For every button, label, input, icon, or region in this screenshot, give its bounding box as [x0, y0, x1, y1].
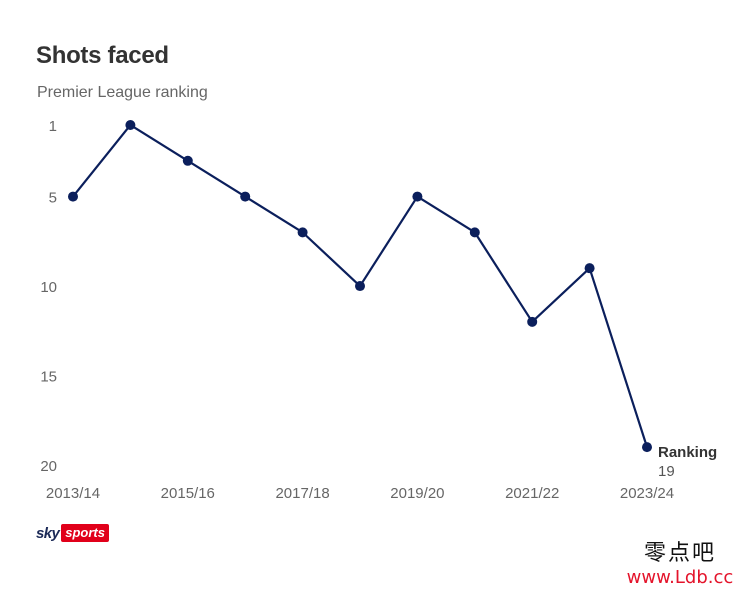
data-point [527, 316, 538, 327]
series-ranking [68, 120, 652, 453]
logo-sky-text: sky [36, 524, 60, 542]
x-tick-label: 2017/18 [275, 485, 329, 502]
data-point [412, 191, 423, 202]
x-axis-ticks: 2013/14 2015/16 2017/18 2019/20 2021/22 2023/… [46, 485, 674, 502]
data-point [240, 191, 251, 202]
sky-sports-logo: sky sports [36, 524, 109, 542]
y-tick-label: 20 [40, 458, 57, 475]
chart-subtitle: Premier League ranking [37, 84, 208, 101]
x-tick-label: 2015/16 [161, 485, 215, 502]
x-tick-label: 2019/20 [390, 485, 444, 502]
data-point [297, 227, 308, 238]
x-tick-label: 2023/24 [620, 485, 674, 502]
end-label-series: Ranking [658, 444, 717, 461]
y-tick-label: 10 [40, 279, 57, 296]
y-tick-label: 5 [49, 190, 57, 207]
data-point [182, 155, 193, 166]
watermark-chinese: 零点吧 [643, 541, 716, 566]
data-point [68, 191, 78, 202]
end-label-value: 19 [658, 463, 675, 480]
y-tick-label: 15 [40, 369, 57, 386]
data-point [584, 263, 595, 274]
data-point [642, 442, 652, 453]
y-tick-label: 1 [49, 118, 57, 135]
logo-sports-text: sports [61, 524, 109, 542]
data-point [125, 120, 136, 130]
chart-title: Shots faced [36, 42, 169, 69]
x-tick-label: 2021/22 [505, 485, 559, 502]
end-label-group: Ranking 19 [658, 444, 717, 480]
x-tick-label: 2013/14 [46, 485, 100, 502]
data-point [469, 227, 480, 238]
watermark-url: www.Ldb.cc [626, 567, 734, 588]
data-point [355, 281, 365, 292]
watermark: 零点吧 www.Ldb.cc [620, 535, 740, 588]
